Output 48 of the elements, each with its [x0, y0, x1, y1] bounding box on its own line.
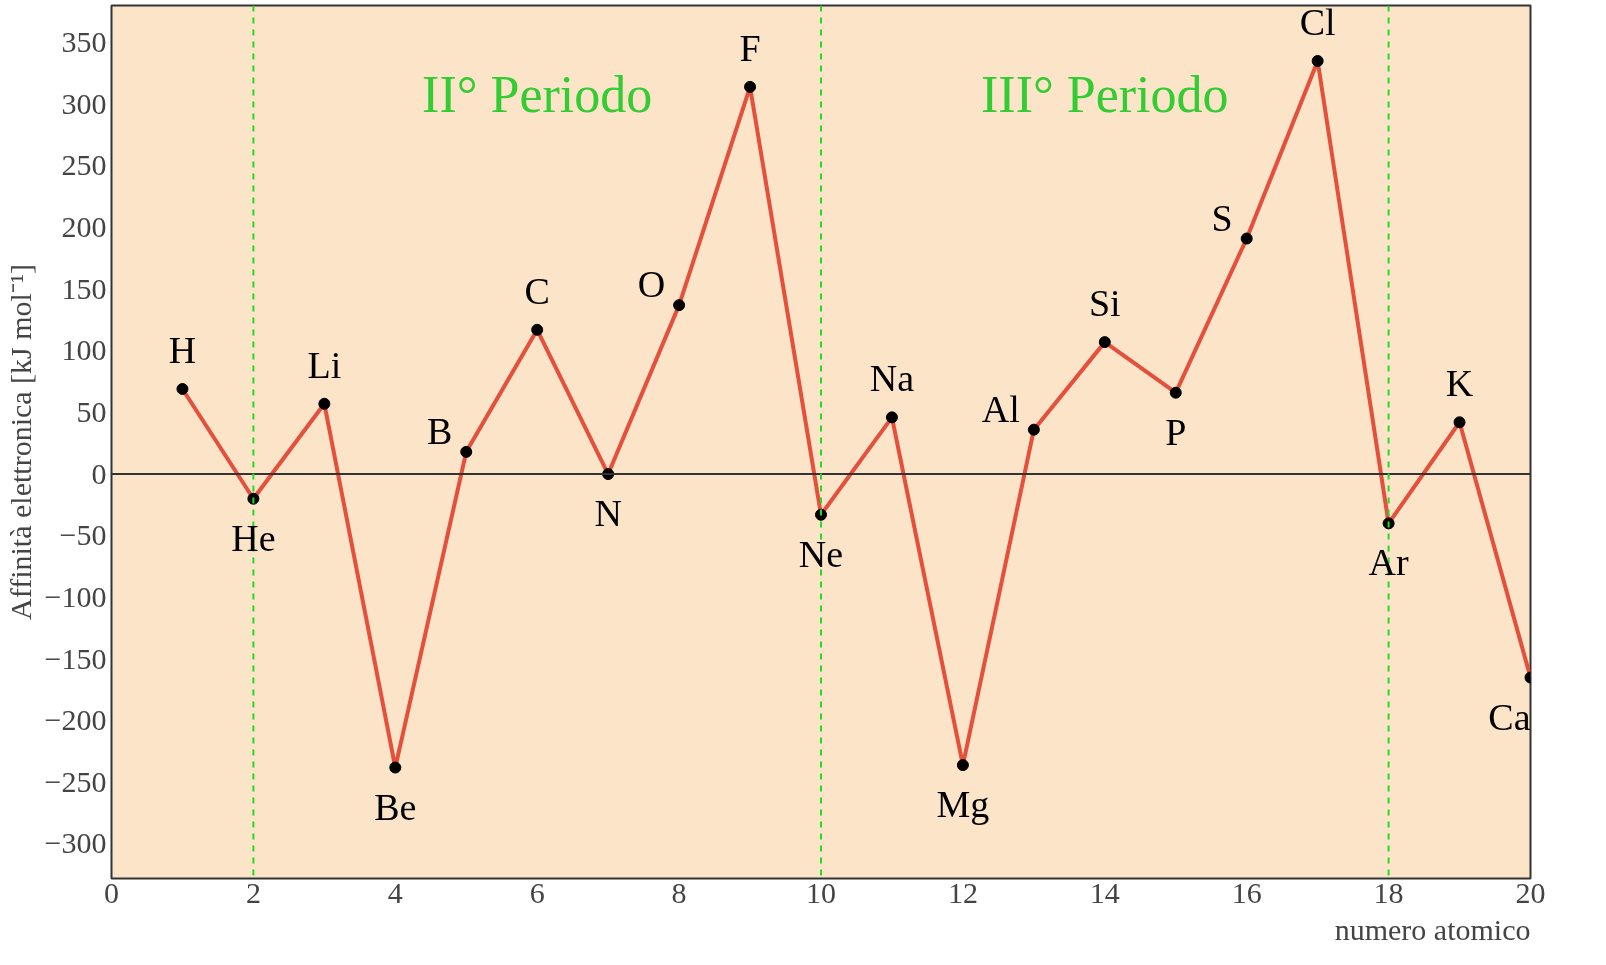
annotation: Mg [936, 783, 990, 826]
annotation: Cl [1299, 0, 1336, 43]
annotation: B [426, 409, 453, 452]
x-tick-label: 16 [1231, 875, 1262, 909]
y-tick-label: −200 [44, 703, 107, 737]
annotation: O [637, 263, 666, 306]
annotation: Be [374, 785, 417, 828]
y-tick-label: −100 [44, 579, 107, 613]
annotation: F [739, 26, 761, 69]
x-tick-label: 6 [529, 875, 545, 909]
annotation: II° Periodo [422, 65, 653, 123]
x-tick-label: 12 [947, 875, 978, 909]
y-tick-label: −250 [44, 764, 107, 798]
y-tick-label: 200 [61, 209, 107, 243]
y-axis-title: Affinità elettronica [kJ mol⁻¹] [3, 264, 37, 620]
y-tick-label: −300 [44, 826, 107, 860]
y-tick-label: 150 [61, 271, 107, 305]
y-tick-label: 0 [91, 456, 107, 490]
annotation: S [1211, 196, 1233, 239]
y-tick-label: 300 [61, 86, 107, 120]
annotation: Ar [1368, 541, 1409, 584]
annotation: Ca [1488, 695, 1531, 738]
x-tick-label: 2 [245, 875, 261, 909]
annotation: Na [869, 357, 915, 400]
annotation: Ne [798, 532, 844, 575]
x-tick-label: 18 [1373, 875, 1404, 909]
annotation: Li [307, 343, 342, 386]
x-tick-label: 4 [387, 875, 403, 909]
x-tick-label: 14 [1089, 875, 1120, 909]
x-tick-label: 10 [806, 875, 836, 909]
annotation: N [594, 492, 622, 535]
y-tick-label: 250 [61, 148, 107, 182]
annotation: He [231, 516, 276, 559]
y-tick-label: 50 [76, 394, 107, 428]
annotation: III° Periodo [981, 65, 1229, 123]
annotation: Si [1088, 282, 1121, 325]
annotation: P [1165, 410, 1187, 453]
x-tick-label: 20 [1515, 875, 1546, 909]
annotation: Al [981, 387, 1020, 430]
y-tick-label: 350 [61, 24, 107, 58]
annotation: H [168, 328, 197, 371]
y-tick-label: 100 [61, 333, 107, 367]
annotation: C [524, 269, 550, 312]
y-tick-label: −50 [59, 518, 107, 552]
annotation: K [1445, 362, 1474, 405]
x-tick-label: 8 [671, 875, 687, 909]
x-axis-title: numero atomico [1334, 912, 1531, 946]
y-tick-label: −150 [44, 641, 107, 675]
